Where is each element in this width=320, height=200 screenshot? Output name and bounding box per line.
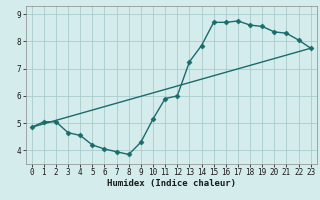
X-axis label: Humidex (Indice chaleur): Humidex (Indice chaleur) — [107, 179, 236, 188]
